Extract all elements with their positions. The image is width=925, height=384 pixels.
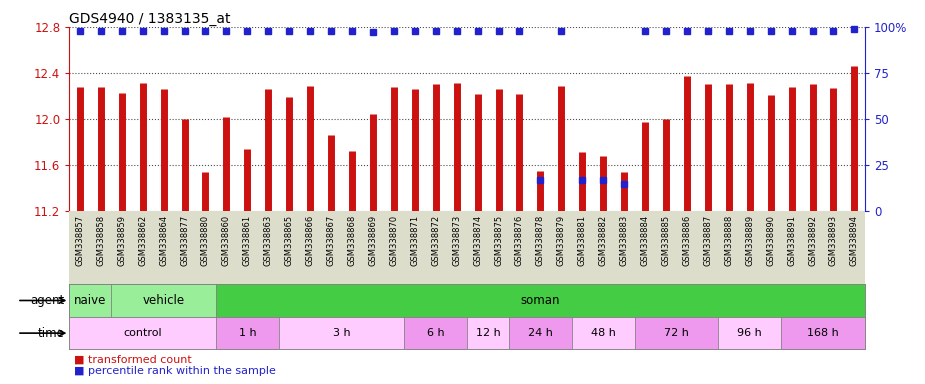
Bar [111, 284, 216, 317]
Bar [635, 317, 719, 349]
Bar [719, 317, 781, 349]
Text: 24 h: 24 h [528, 328, 553, 338]
Text: 3 h: 3 h [333, 328, 351, 338]
Text: 48 h: 48 h [591, 328, 616, 338]
Text: vehicle: vehicle [142, 294, 185, 307]
Text: GSM338891: GSM338891 [787, 215, 796, 266]
Text: GSM338871: GSM338871 [411, 215, 419, 266]
Bar [216, 284, 865, 317]
Text: GSM338857: GSM338857 [75, 215, 84, 266]
Text: GSM338859: GSM338859 [117, 215, 126, 266]
Text: GSM338893: GSM338893 [829, 215, 838, 266]
Text: 1 h: 1 h [239, 328, 256, 338]
Text: 12 h: 12 h [475, 328, 500, 338]
Bar [781, 317, 865, 349]
Text: naive: naive [74, 294, 106, 307]
Text: ■ percentile rank within the sample: ■ percentile rank within the sample [74, 366, 276, 376]
Bar [69, 284, 111, 317]
Bar [278, 317, 404, 349]
Text: GSM338877: GSM338877 [180, 215, 189, 266]
Text: GSM338883: GSM338883 [620, 215, 629, 266]
Text: GSM338873: GSM338873 [452, 215, 462, 266]
Text: 96 h: 96 h [737, 328, 762, 338]
Bar [404, 317, 467, 349]
Text: GSM338880: GSM338880 [201, 215, 210, 266]
Bar [509, 317, 572, 349]
Text: GSM338884: GSM338884 [641, 215, 649, 266]
Text: GSM338879: GSM338879 [557, 215, 566, 266]
Text: GSM338894: GSM338894 [850, 215, 859, 266]
Bar [467, 317, 509, 349]
Text: GSM338861: GSM338861 [243, 215, 252, 266]
Text: soman: soman [521, 294, 561, 307]
Bar [216, 317, 278, 349]
Text: GSM338864: GSM338864 [159, 215, 168, 266]
Text: ■ transformed count: ■ transformed count [74, 355, 191, 365]
Text: GSM338860: GSM338860 [222, 215, 231, 266]
Text: GSM338858: GSM338858 [96, 215, 105, 266]
Text: GSM338887: GSM338887 [703, 215, 712, 266]
Text: GSM338886: GSM338886 [683, 215, 691, 266]
Text: GSM338874: GSM338874 [473, 215, 482, 266]
Text: GSM338868: GSM338868 [348, 215, 356, 266]
Text: time: time [38, 327, 65, 339]
Text: GSM338866: GSM338866 [305, 215, 314, 266]
Text: GSM338885: GSM338885 [661, 215, 671, 266]
Bar [572, 317, 635, 349]
Text: 6 h: 6 h [427, 328, 445, 338]
Text: GSM338878: GSM338878 [536, 215, 545, 266]
Text: GSM338872: GSM338872 [431, 215, 440, 266]
Text: GSM338863: GSM338863 [264, 215, 273, 266]
Text: control: control [123, 328, 162, 338]
Text: GSM338889: GSM338889 [746, 215, 754, 266]
Text: GSM338865: GSM338865 [285, 215, 293, 266]
Text: 168 h: 168 h [808, 328, 839, 338]
Text: GSM338881: GSM338881 [578, 215, 586, 266]
Text: 72 h: 72 h [664, 328, 689, 338]
Text: GSM338862: GSM338862 [138, 215, 147, 266]
Text: GSM338876: GSM338876 [515, 215, 524, 266]
Text: GSM338870: GSM338870 [389, 215, 399, 266]
Text: GSM338892: GSM338892 [808, 215, 817, 266]
Text: agent: agent [31, 294, 65, 307]
Text: GSM338882: GSM338882 [598, 215, 608, 266]
Text: GDS4940 / 1383135_at: GDS4940 / 1383135_at [69, 12, 231, 26]
Text: GSM338867: GSM338867 [327, 215, 336, 266]
Text: GSM338888: GSM338888 [724, 215, 734, 266]
Bar [69, 317, 216, 349]
Text: GSM338890: GSM338890 [766, 215, 775, 266]
Text: GSM338875: GSM338875 [494, 215, 503, 266]
Text: GSM338869: GSM338869 [368, 215, 377, 266]
